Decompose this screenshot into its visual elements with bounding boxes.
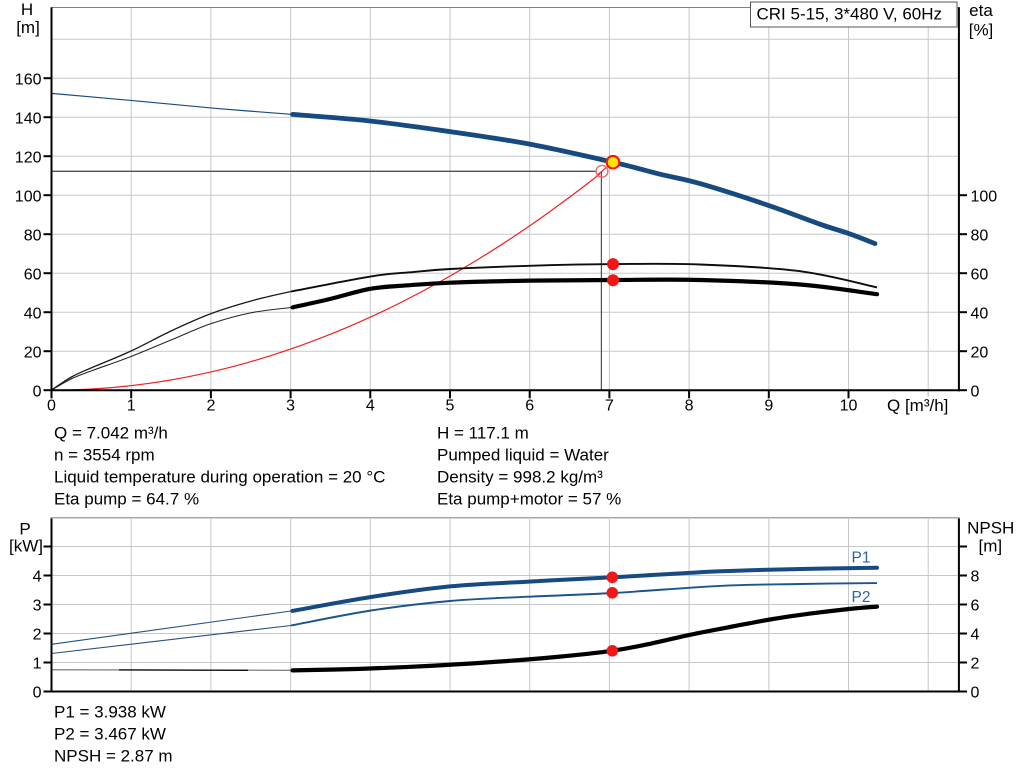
svg-text:[%]: [%] (969, 21, 994, 40)
svg-text:60: 60 (24, 266, 42, 283)
svg-text:[m]: [m] (978, 537, 1002, 556)
svg-text:0: 0 (33, 383, 42, 400)
svg-text:3: 3 (286, 398, 295, 415)
svg-text:4: 4 (33, 569, 42, 586)
svg-text:120: 120 (15, 149, 42, 166)
svg-text:9: 9 (764, 398, 773, 415)
svg-text:20: 20 (24, 344, 42, 361)
svg-text:NPSH: NPSH (967, 518, 1014, 537)
svg-text:P: P (19, 520, 30, 539)
svg-text:7: 7 (605, 398, 614, 415)
svg-text:2: 2 (971, 656, 980, 673)
svg-text:10: 10 (840, 398, 858, 415)
svg-text:CRI 5-15, 3*480 V, 60Hz: CRI 5-15, 3*480 V, 60Hz (757, 5, 943, 24)
svg-text:0: 0 (971, 383, 980, 400)
svg-text:[kW]: [kW] (9, 537, 43, 556)
svg-text:60: 60 (971, 266, 989, 283)
svg-text:80: 80 (24, 227, 42, 244)
svg-text:Eta pump = 64.7 %: Eta pump = 64.7 % (54, 490, 199, 509)
svg-text:eta: eta (969, 1, 993, 20)
svg-text:4: 4 (971, 627, 980, 644)
svg-text:NPSH = 2.87 m: NPSH = 2.87 m (54, 747, 173, 766)
svg-text:1: 1 (33, 656, 42, 673)
svg-text:Q [m³/h]: Q [m³/h] (887, 396, 948, 415)
svg-text:1: 1 (127, 398, 136, 415)
svg-text:Density = 998.2 kg/m³: Density = 998.2 kg/m³ (437, 468, 603, 487)
svg-text:4: 4 (366, 398, 375, 415)
svg-text:P1: P1 (852, 550, 871, 567)
svg-text:140: 140 (15, 110, 42, 127)
svg-text:6: 6 (971, 598, 980, 615)
svg-text:n = 3554 rpm: n = 3554 rpm (54, 446, 155, 465)
svg-text:P2: P2 (852, 589, 871, 606)
svg-text:100: 100 (15, 188, 42, 205)
svg-text:2: 2 (33, 627, 42, 644)
svg-text:Liquid temperature during oper: Liquid temperature during operation = 20… (54, 468, 385, 487)
svg-text:160: 160 (15, 71, 42, 88)
svg-text:0: 0 (971, 685, 980, 702)
svg-text:0: 0 (47, 398, 56, 415)
svg-text:80: 80 (971, 227, 989, 244)
svg-text:Eta pump+motor = 57 %: Eta pump+motor = 57 % (437, 490, 621, 509)
svg-text:5: 5 (446, 398, 455, 415)
svg-text:Q = 7.042 m³/h: Q = 7.042 m³/h (54, 424, 168, 443)
svg-text:Pumped liquid = Water: Pumped liquid = Water (437, 446, 609, 465)
svg-text:3: 3 (33, 598, 42, 615)
svg-text:6: 6 (525, 398, 534, 415)
svg-text:40: 40 (971, 305, 989, 322)
svg-text:P1 = 3.938 kW: P1 = 3.938 kW (54, 703, 166, 722)
svg-text:100: 100 (971, 188, 998, 205)
svg-text:8: 8 (971, 569, 980, 586)
svg-text:[m]: [m] (16, 18, 40, 37)
svg-text:40: 40 (24, 305, 42, 322)
svg-text:0: 0 (33, 685, 42, 702)
svg-text:2: 2 (206, 398, 215, 415)
svg-text:H: H (21, 0, 33, 19)
svg-text:H = 117.1 m: H = 117.1 m (437, 424, 529, 443)
svg-text:P2 = 3.467 kW: P2 = 3.467 kW (54, 725, 166, 744)
svg-text:8: 8 (685, 398, 694, 415)
svg-text:20: 20 (971, 344, 989, 361)
